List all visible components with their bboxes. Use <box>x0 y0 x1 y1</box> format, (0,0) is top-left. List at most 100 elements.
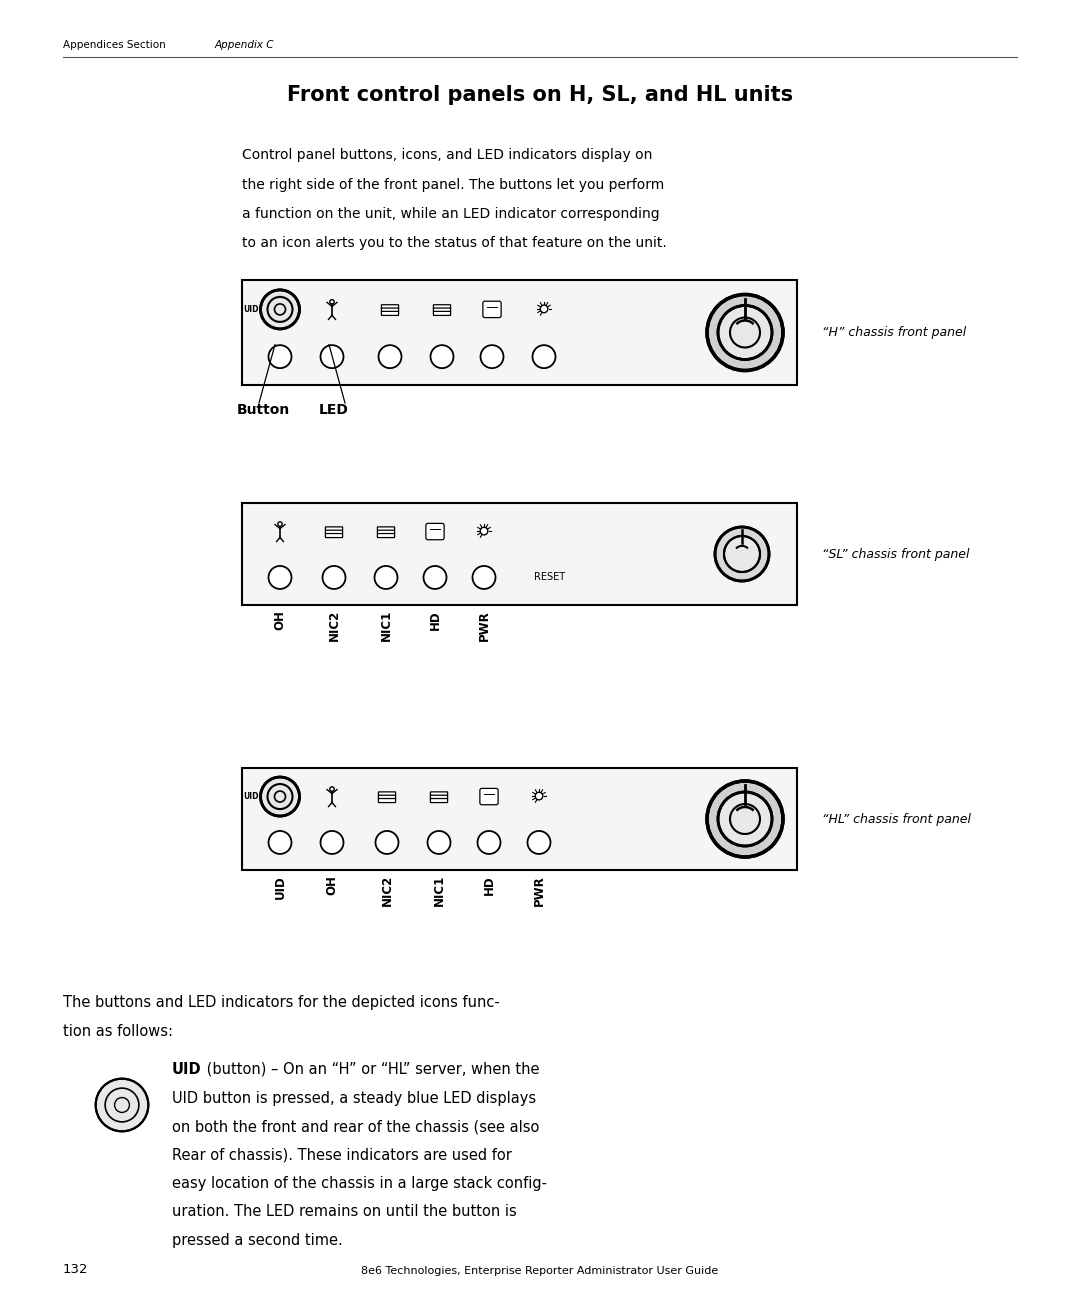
Circle shape <box>96 1079 148 1131</box>
Text: pressed a second time.: pressed a second time. <box>172 1234 342 1248</box>
Text: NIC2: NIC2 <box>380 874 393 906</box>
Text: UID button is pressed, a steady blue LED displays: UID button is pressed, a steady blue LED… <box>172 1091 536 1105</box>
Circle shape <box>718 792 772 846</box>
Circle shape <box>428 831 450 853</box>
FancyBboxPatch shape <box>431 792 447 796</box>
Text: NIC1: NIC1 <box>432 874 445 906</box>
Text: Rear of chassis). These indicators are used for: Rear of chassis). These indicators are u… <box>172 1147 512 1163</box>
Circle shape <box>375 566 397 589</box>
Circle shape <box>328 535 329 536</box>
Circle shape <box>431 345 454 368</box>
Circle shape <box>381 793 382 794</box>
Circle shape <box>527 831 551 853</box>
FancyBboxPatch shape <box>381 304 399 309</box>
Text: UID: UID <box>243 305 258 313</box>
Text: a function on the unit, while an LED indicator corresponding: a function on the unit, while an LED ind… <box>242 207 660 222</box>
Circle shape <box>436 305 437 307</box>
Text: Control panel buttons, icons, and LED indicators display on: Control panel buttons, icons, and LED in… <box>242 148 652 163</box>
Text: UID: UID <box>172 1062 202 1078</box>
Circle shape <box>321 345 343 368</box>
Circle shape <box>260 290 299 329</box>
FancyBboxPatch shape <box>381 312 399 316</box>
Text: (button) – On an “H” or “HL” server, when the: (button) – On an “H” or “HL” server, whe… <box>202 1062 540 1078</box>
FancyBboxPatch shape <box>431 796 447 800</box>
Text: PWR: PWR <box>477 610 490 641</box>
Text: RESET: RESET <box>535 573 566 582</box>
Text: UID: UID <box>243 792 258 801</box>
Text: Button: Button <box>237 402 291 417</box>
Circle shape <box>381 800 382 801</box>
FancyBboxPatch shape <box>325 527 342 531</box>
Circle shape <box>381 796 382 797</box>
Text: Appendices Section: Appendices Section <box>63 41 165 50</box>
Circle shape <box>532 345 555 368</box>
Text: PWR: PWR <box>532 874 545 906</box>
Circle shape <box>328 531 329 532</box>
Text: to an icon alerts you to the status of that feature on the unit.: to an icon alerts you to the status of t… <box>242 236 666 250</box>
Circle shape <box>715 527 769 581</box>
Text: LED: LED <box>319 402 349 417</box>
Text: 132: 132 <box>63 1262 89 1276</box>
Text: OH: OH <box>273 610 286 629</box>
Circle shape <box>436 309 437 311</box>
Circle shape <box>269 345 292 368</box>
Circle shape <box>384 305 386 307</box>
Text: HD: HD <box>429 610 442 629</box>
Circle shape <box>433 793 434 794</box>
Circle shape <box>380 528 381 530</box>
Text: easy location of the chassis in a large stack config-: easy location of the chassis in a large … <box>172 1176 546 1190</box>
FancyBboxPatch shape <box>377 534 394 538</box>
Circle shape <box>477 831 500 853</box>
Circle shape <box>376 831 399 853</box>
FancyBboxPatch shape <box>480 788 498 805</box>
Bar <box>242 503 797 604</box>
Circle shape <box>481 345 503 368</box>
Circle shape <box>269 831 292 853</box>
FancyBboxPatch shape <box>377 530 394 535</box>
FancyBboxPatch shape <box>433 312 450 316</box>
Circle shape <box>380 535 381 536</box>
Text: 8e6 Technologies, Enterprise Reporter Administrator User Guide: 8e6 Technologies, Enterprise Reporter Ad… <box>362 1266 718 1276</box>
FancyBboxPatch shape <box>433 308 450 312</box>
Text: “H” chassis front panel: “H” chassis front panel <box>822 326 967 340</box>
FancyBboxPatch shape <box>426 523 444 540</box>
FancyBboxPatch shape <box>325 530 342 535</box>
Text: Appendix C: Appendix C <box>215 41 274 50</box>
FancyBboxPatch shape <box>378 792 395 796</box>
FancyBboxPatch shape <box>433 304 450 309</box>
Circle shape <box>323 566 346 589</box>
FancyBboxPatch shape <box>431 798 447 802</box>
Circle shape <box>384 309 386 311</box>
Text: HD: HD <box>483 874 496 894</box>
FancyBboxPatch shape <box>381 308 399 312</box>
Text: uration. The LED remains on until the button is: uration. The LED remains on until the bu… <box>172 1205 516 1219</box>
Circle shape <box>707 295 783 371</box>
Circle shape <box>378 345 402 368</box>
Text: OH: OH <box>325 874 338 895</box>
FancyBboxPatch shape <box>483 302 501 317</box>
FancyBboxPatch shape <box>325 534 342 538</box>
Circle shape <box>321 831 343 853</box>
Circle shape <box>436 312 437 313</box>
FancyBboxPatch shape <box>378 796 395 800</box>
Text: the right side of the front panel. The buttons let you perform: the right side of the front panel. The b… <box>242 177 664 191</box>
Text: The buttons and LED indicators for the depicted icons func-: The buttons and LED indicators for the d… <box>63 995 500 1009</box>
Text: “HL” chassis front panel: “HL” chassis front panel <box>822 813 971 826</box>
Text: NIC1: NIC1 <box>379 610 392 641</box>
Text: “SL” chassis front panel: “SL” chassis front panel <box>822 548 970 561</box>
Circle shape <box>380 531 381 532</box>
Circle shape <box>328 528 329 530</box>
Circle shape <box>260 777 299 815</box>
Circle shape <box>384 312 386 313</box>
Circle shape <box>433 800 434 801</box>
Text: tion as follows:: tion as follows: <box>63 1024 173 1040</box>
FancyBboxPatch shape <box>377 527 394 531</box>
Circle shape <box>481 527 488 535</box>
Bar <box>242 281 797 385</box>
Text: UID: UID <box>273 874 286 899</box>
Text: on both the front and rear of the chassis (see also: on both the front and rear of the chassi… <box>172 1120 539 1134</box>
Text: NIC2: NIC2 <box>327 610 340 641</box>
Circle shape <box>718 305 772 359</box>
Circle shape <box>536 792 543 800</box>
FancyBboxPatch shape <box>378 798 395 802</box>
